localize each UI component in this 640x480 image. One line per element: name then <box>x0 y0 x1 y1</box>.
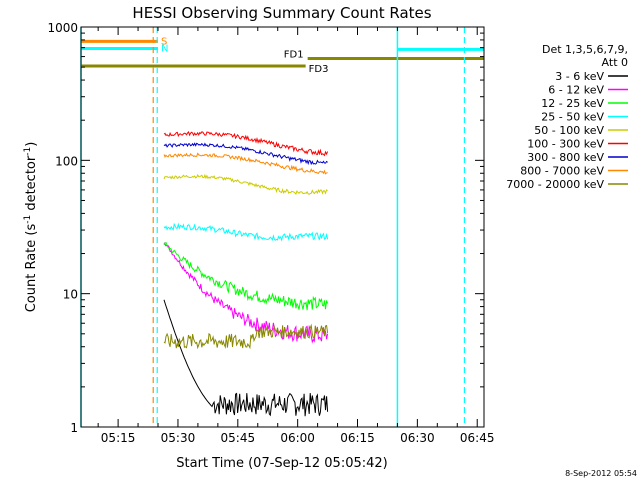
x-tick-label: 05:30 <box>161 431 196 445</box>
series-line-6 <box>163 131 329 157</box>
series-line-1 <box>163 299 329 417</box>
series-line-4 <box>163 222 329 242</box>
x-tick-label: 06:45 <box>460 431 495 445</box>
y-axis: 1 10 100 1000 <box>47 21 484 435</box>
legend-label: 300 - 800 keV <box>527 151 604 164</box>
legend-label: 12 - 25 keV <box>541 97 604 110</box>
y-tick-label: 10 <box>63 288 78 302</box>
y-axis-label: Count Rate (s-1 detector-1) <box>23 142 39 313</box>
y-tick-label: 100 <box>55 154 78 168</box>
chart-title: HESSI Observing Summary Count Rates <box>132 4 431 22</box>
series-line-5 <box>163 173 328 195</box>
series-layer <box>163 131 329 417</box>
series-line-2 <box>163 242 329 344</box>
night-lines <box>80 27 466 427</box>
series-line-3 <box>163 241 329 311</box>
legend-label: 7000 - 20000 keV <box>506 178 604 191</box>
footer-timestamp: 8-Sep-2012 05:54 <box>565 469 637 478</box>
x-tick-label: 06:00 <box>280 431 315 445</box>
legend-header: Det 1,3,5,6,7,9, <box>542 43 628 56</box>
legend-header: Att 0 <box>602 56 628 69</box>
x-axis-label: Start Time (07-Sep-12 05:05:42) <box>176 456 387 471</box>
x-axis: 05:15 05:30 05:45 06:00 06:15 06:30 06:45 <box>97 27 495 445</box>
legend-label: 3 - 6 keV <box>555 70 604 83</box>
x-tick-label: 06:15 <box>340 431 375 445</box>
series-line-7 <box>163 142 328 166</box>
y-tick-label: 1 <box>70 421 78 435</box>
legend-label: 100 - 300 keV <box>527 138 604 151</box>
legend-label: 50 - 100 keV <box>534 124 604 137</box>
flag-label: FD1 <box>284 50 304 61</box>
x-tick-label: 05:45 <box>221 431 256 445</box>
flag-label: FD3 <box>309 64 329 75</box>
series-line-8 <box>163 152 328 175</box>
plot-frame <box>80 26 485 428</box>
legend-label: 6 - 12 keV <box>548 84 604 97</box>
legend-label: 25 - 50 keV <box>541 111 604 124</box>
flag-label: N <box>161 43 168 54</box>
legend-label: 800 - 7000 keV <box>520 165 604 178</box>
series-line-9 <box>163 323 329 350</box>
y-tick-label: 1000 <box>47 21 78 35</box>
flag-bars: SN FD1 FD3 <box>81 36 484 75</box>
flag-label: S <box>161 36 167 47</box>
x-tick-label: 06:30 <box>400 431 435 445</box>
x-tick-label: 05:15 <box>101 431 136 445</box>
